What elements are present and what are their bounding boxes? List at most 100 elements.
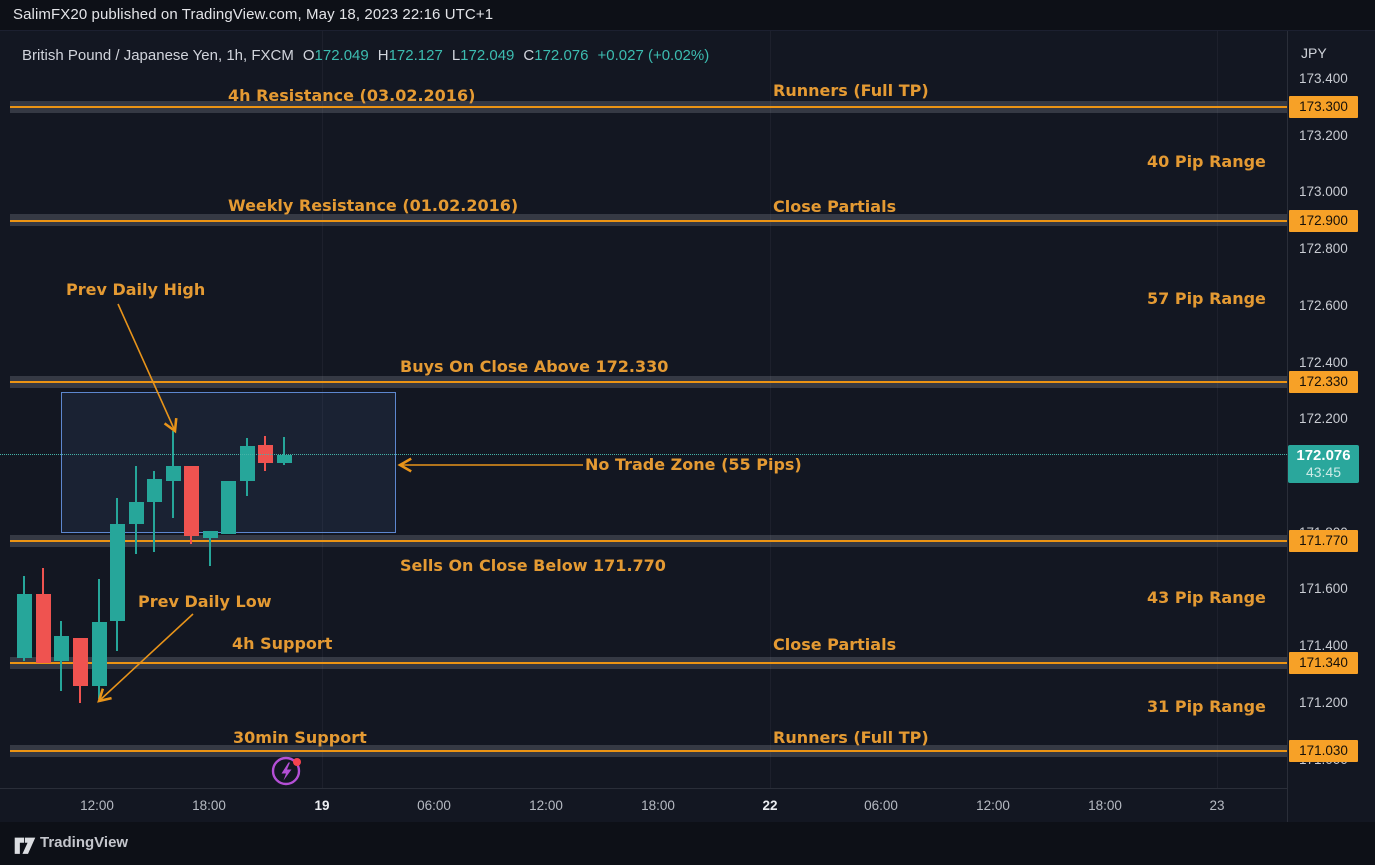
- candle-body: [35, 594, 51, 663]
- candle-body: [109, 523, 125, 621]
- ohlc-value: 172.049: [314, 47, 369, 64]
- price-tick-label: 172.800: [1299, 241, 1348, 257]
- time-tick-label: 12:00: [529, 798, 563, 813]
- candle-body: [91, 622, 107, 686]
- candle-body: [16, 594, 32, 659]
- chart-annotation-text[interactable]: 30min Support: [233, 728, 367, 747]
- time-tick-label: 06:00: [864, 798, 898, 813]
- price-tick-label: 173.200: [1299, 127, 1348, 143]
- notification-dot: [293, 758, 301, 766]
- price-level-badge: 171.770: [1289, 530, 1358, 553]
- chart-widget: British Pound / Japanese Yen, 1h, FXCM O1…: [0, 30, 1375, 823]
- plot-area[interactable]: British Pound / Japanese Yen, 1h, FXCM O1…: [0, 31, 1287, 788]
- price-level-badge: 171.030: [1289, 740, 1358, 763]
- price-tick-label: 173.000: [1299, 184, 1348, 200]
- chart-annotation-text[interactable]: Close Partials: [773, 635, 897, 654]
- current-price-line: [0, 454, 1287, 456]
- chart-annotation-text[interactable]: 57 Pip Range: [1147, 289, 1266, 308]
- price-level-line[interactable]: [10, 381, 1287, 384]
- ohlc-letter: O: [302, 47, 315, 64]
- prev-daily-high-arrow[interactable]: [117, 303, 178, 434]
- change-value: +0.027 (+0.02%): [597, 47, 710, 64]
- session-gridline: [770, 31, 771, 788]
- lightning-reaction-icon[interactable]: [270, 754, 304, 788]
- time-tick-label: 18:00: [1088, 798, 1122, 813]
- candle-body: [128, 501, 144, 524]
- chart-annotation-text[interactable]: 40 Pip Range: [1147, 152, 1266, 171]
- time-tick-label: 18:00: [192, 798, 226, 813]
- ohlc-value: 172.049: [460, 47, 515, 64]
- price-level-badge: 173.300: [1289, 96, 1358, 119]
- price-level-badge: 172.330: [1289, 371, 1358, 394]
- chart-annotation-text[interactable]: 43 Pip Range: [1147, 588, 1266, 607]
- candle-body: [276, 454, 292, 463]
- tradingview-brand-text[interactable]: TradingView: [40, 834, 129, 851]
- chart-annotation-text[interactable]: Runners (Full TP): [773, 728, 929, 747]
- candle-body: [220, 481, 236, 534]
- time-tick-label: 12:00: [80, 798, 114, 813]
- tradingview-logo-icon[interactable]: [13, 835, 37, 854]
- time-tick-label: 22: [762, 798, 778, 813]
- ohlc-letter: L: [451, 47, 461, 64]
- ohlc-letter: C: [523, 47, 535, 64]
- price-tick-label: 173.400: [1299, 71, 1348, 86]
- price-axis[interactable]: JPY 173.400 173.200 173.000 172.800 172.600 1…: [1287, 31, 1375, 823]
- time-tick-label: 06:00: [417, 798, 451, 813]
- candle-body: [202, 531, 218, 539]
- time-axis[interactable]: 12:00 18:00 19 06:00 12:00 18:00 22 06:00 12:00 1…: [0, 788, 1287, 823]
- symbol-title: British Pound / Japanese Yen, 1h, FXCM: [22, 47, 294, 64]
- price-tick-label: 172.600: [1299, 297, 1348, 313]
- candle-wick: [153, 470, 155, 553]
- time-tick-label: 19: [314, 798, 330, 813]
- lightning-bolt-glyph: [281, 762, 292, 781]
- ohlc-value: 172.076: [534, 47, 589, 64]
- footer-bar: TradingView: [0, 822, 1375, 865]
- prev-daily-low-arrow[interactable]: [97, 613, 194, 703]
- chart-annotation-text[interactable]: Runners (Full TP): [773, 81, 929, 100]
- candle-wick: [283, 436, 285, 465]
- candle-body: [146, 478, 162, 502]
- candle-body: [53, 635, 69, 661]
- chart-annotation-text[interactable]: Prev Daily High: [66, 280, 206, 299]
- price-level-line[interactable]: [10, 662, 1287, 665]
- chart-annotation-text[interactable]: Sells On Close Below 171.770: [400, 556, 666, 575]
- bar-countdown: 43:45: [1305, 464, 1342, 481]
- candle-body: [257, 444, 273, 463]
- symbol-legend: British Pound / Japanese Yen, 1h, FXCM O1…: [22, 47, 709, 64]
- publish-info-bar: SalimFX20 published on TradingView.com, …: [0, 0, 1375, 30]
- price-tick-label: 172.200: [1299, 411, 1348, 427]
- price-level-line[interactable]: [10, 750, 1287, 753]
- chart-annotation-text[interactable]: 31 Pip Range: [1147, 697, 1266, 716]
- candle-body: [183, 466, 199, 536]
- price-level-line[interactable]: [10, 219, 1287, 222]
- candle-body: [165, 466, 181, 482]
- time-tick-label: 23: [1209, 798, 1225, 813]
- time-tick-label: 18:00: [641, 798, 675, 813]
- price-level-line[interactable]: [10, 106, 1287, 109]
- arrow-overlay: [97, 303, 583, 703]
- ohlc-value: 172.127: [388, 47, 443, 64]
- chart-annotation-text[interactable]: Prev Daily Low: [138, 592, 272, 611]
- currency-label: JPY: [1301, 45, 1327, 61]
- price-tick-label: 171.600: [1299, 581, 1348, 597]
- chart-annotation-text[interactable]: Weekly Resistance (01.02.2016): [228, 196, 519, 215]
- price-level-line[interactable]: [10, 540, 1287, 543]
- time-tick-label: 12:00: [976, 798, 1010, 813]
- chart-annotation-text[interactable]: 4h Resistance (03.02.2016): [228, 86, 476, 105]
- chart-annotation-text[interactable]: Buys On Close Above 172.330: [400, 357, 669, 376]
- current-price-badge: 172.076 43:45: [1288, 445, 1359, 484]
- price-level-badge: 171.340: [1289, 652, 1358, 675]
- candle-wick: [209, 531, 211, 566]
- chart-annotation-text[interactable]: 4h Support: [232, 634, 333, 653]
- price-tick-label: 171.400: [1299, 638, 1348, 654]
- ohlc-letter: H: [377, 47, 389, 64]
- price-level-badge: 172.900: [1289, 209, 1358, 232]
- session-gridline: [322, 31, 323, 788]
- candle-body: [72, 637, 88, 686]
- price-tick-label: 172.400: [1299, 354, 1348, 370]
- chart-annotation-text[interactable]: Close Partials: [773, 197, 897, 216]
- session-gridline: [1217, 31, 1218, 788]
- chart-annotation-text[interactable]: No Trade Zone (55 Pips): [585, 455, 802, 474]
- current-price-value: 172.076: [1296, 447, 1351, 465]
